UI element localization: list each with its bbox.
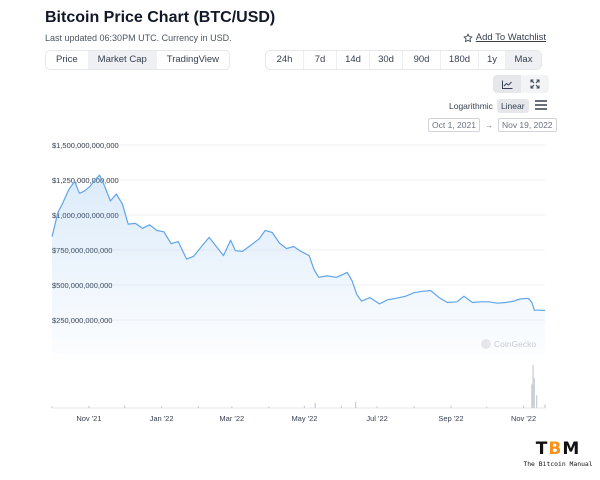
time-range-selector: 24h 7d 14d 30d 90d 180d 1y Max [265, 50, 542, 70]
tab-market-cap[interactable]: Market Cap [87, 51, 157, 69]
market-cap-area-fill [52, 175, 545, 355]
chart-view-tabs: Price Market Cap TradingView [45, 50, 231, 70]
hamburger-menu-icon[interactable] [534, 100, 547, 112]
volume-bar [231, 406, 233, 408]
x-tick-label: Jul '22 [366, 414, 387, 423]
y-tick-label: $1,500,000,000,000 [52, 141, 119, 150]
date-to-input[interactable]: Nov 19, 2022 [497, 118, 557, 132]
y-tick-label: $1,250,000,000,000 [52, 176, 119, 185]
volume-bar [533, 377, 535, 408]
x-tick-label: Sep '22 [438, 414, 463, 423]
range-max[interactable]: Max [505, 51, 541, 69]
date-range-picker: Oct 1, 2021 → Nov 19, 2022 [428, 118, 557, 132]
range-1y[interactable]: 1y [478, 51, 505, 69]
scale-toggle: Logarithmic Linear [445, 99, 547, 113]
range-30d[interactable]: 30d [369, 51, 402, 69]
range-7d[interactable]: 7d [303, 51, 336, 69]
range-24h[interactable]: 24h [276, 54, 293, 65]
add-to-watchlist-link[interactable]: Add To Watchlist [463, 32, 546, 43]
tab-price[interactable]: Price [56, 54, 78, 65]
volume-bar [314, 402, 316, 408]
market-cap-line [51, 174, 546, 312]
volume-bar [124, 405, 126, 408]
volume-bar [413, 406, 415, 408]
star-icon [463, 33, 473, 42]
x-tick-label: Nov '21 [76, 414, 101, 423]
expand-icon [530, 79, 540, 89]
volume-bar [531, 384, 533, 408]
tbm-logo: TBM The Bitcoin Manual [518, 440, 598, 468]
volume-bar [544, 404, 546, 408]
tab-tradingview[interactable]: TradingView [166, 54, 220, 65]
scale-logarithmic[interactable]: Logarithmic [449, 101, 493, 111]
volume-bar [268, 406, 270, 408]
line-chart-icon [501, 80, 512, 89]
volume-bar [376, 406, 378, 408]
line-chart-button[interactable] [493, 75, 521, 93]
volume-bar [197, 405, 200, 408]
volume-bar [160, 406, 163, 408]
range-180d[interactable]: 180d [440, 51, 478, 69]
volume-bar [522, 405, 525, 408]
x-tick-label: Nov '22 [511, 414, 536, 423]
date-from-input[interactable]: Oct 1, 2021 [428, 118, 480, 132]
x-tick-label: Jan '22 [150, 414, 174, 423]
add-to-watchlist-label: Add To Watchlist [475, 32, 546, 43]
tbm-logo-tagline: The Bitcoin Manual [523, 460, 593, 468]
volume-bar [88, 405, 90, 408]
arrow-right-icon: → [484, 120, 493, 130]
coingecko-logo-icon [481, 339, 491, 349]
chart-tools [493, 75, 549, 93]
market-cap-chart[interactable]: $250,000,000,000$500,000,000,000$750,000… [0, 0, 600, 440]
volume-bar [536, 395, 538, 408]
tbm-logo-mark: TBM [535, 439, 581, 459]
expand-button[interactable] [521, 75, 549, 93]
volume-bar [340, 405, 342, 408]
volume-bar [486, 406, 488, 408]
volume-bar [303, 405, 306, 408]
last-updated-text: Last updated 06:30PM UTC. Currency in US… [45, 33, 232, 43]
volume-bar [450, 405, 452, 408]
range-14d[interactable]: 14d [336, 51, 369, 69]
volume-bar [532, 365, 534, 408]
volume-bar [355, 401, 357, 408]
range-90d[interactable]: 90d [402, 51, 440, 69]
volume-bar [51, 406, 53, 408]
scale-linear[interactable]: Linear [496, 99, 529, 113]
x-tick-label: May '22 [291, 414, 317, 423]
coingecko-watermark: CoinGecko [494, 339, 536, 349]
page-title: Bitcoin Price Chart (BTC/USD) [45, 9, 276, 26]
x-tick-label: Mar '22 [219, 414, 244, 423]
